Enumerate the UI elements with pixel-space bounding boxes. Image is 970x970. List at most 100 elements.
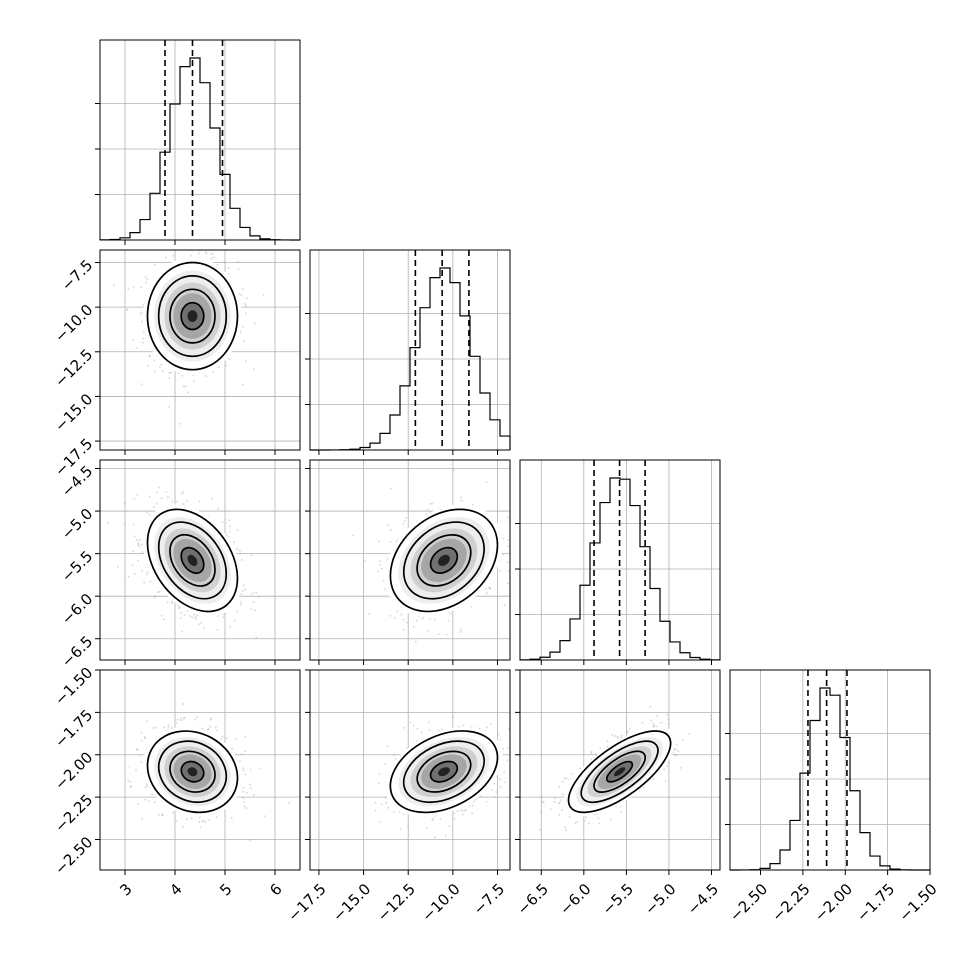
scatter-point bbox=[195, 614, 198, 617]
scatter-point bbox=[199, 826, 202, 829]
scatter-point bbox=[506, 746, 509, 749]
panel-frame bbox=[99, 249, 301, 451]
scatter-point bbox=[215, 816, 218, 819]
scatter-point bbox=[154, 595, 157, 598]
scatter-point bbox=[653, 724, 656, 727]
panel-frame bbox=[309, 459, 511, 661]
scatter-point bbox=[389, 540, 392, 543]
scatter-point bbox=[421, 617, 424, 620]
scatter-point bbox=[204, 821, 207, 823]
scatter-point bbox=[167, 724, 170, 727]
scatter-point bbox=[145, 783, 148, 786]
scatter-point bbox=[502, 537, 505, 540]
scatter-point bbox=[461, 809, 464, 812]
scatter-point bbox=[387, 806, 390, 809]
scatter-point bbox=[426, 827, 429, 829]
contour-line bbox=[402, 521, 485, 600]
panel-frame bbox=[309, 249, 511, 451]
contour-line bbox=[389, 508, 499, 613]
scatter-point bbox=[182, 385, 185, 388]
scatter-point bbox=[242, 786, 245, 789]
scatter-point bbox=[409, 721, 412, 724]
scatter-point bbox=[249, 783, 252, 786]
scatter-point bbox=[236, 610, 239, 613]
scatter-point bbox=[201, 727, 204, 730]
scatter-point bbox=[202, 626, 205, 629]
scatter-point bbox=[380, 803, 383, 806]
scatter-point bbox=[143, 736, 146, 739]
scatter-point bbox=[245, 360, 248, 363]
scatter-point bbox=[475, 798, 478, 801]
scatter-point bbox=[236, 529, 239, 532]
scatter-point bbox=[378, 782, 381, 785]
scatter-point bbox=[140, 383, 143, 386]
scatter-point bbox=[460, 628, 462, 631]
scatter-point bbox=[132, 286, 135, 288]
scatter-point bbox=[229, 625, 231, 628]
scatter-point bbox=[166, 601, 169, 604]
scatter-point bbox=[506, 516, 509, 519]
scatter-point bbox=[390, 528, 393, 531]
histogram-step bbox=[519, 477, 721, 661]
scatter-point bbox=[212, 256, 215, 259]
scatter-point bbox=[235, 738, 238, 741]
scatter-point bbox=[258, 595, 261, 598]
scatter-point bbox=[506, 561, 509, 564]
scatter-point bbox=[154, 370, 157, 373]
scatter-point bbox=[244, 303, 247, 305]
density-level bbox=[187, 767, 198, 777]
scatter-point bbox=[402, 618, 405, 621]
scatter-point bbox=[170, 726, 173, 729]
scatter-point bbox=[238, 549, 241, 552]
scatter-point bbox=[253, 322, 256, 325]
scatter-point bbox=[688, 732, 691, 735]
scatter-point bbox=[493, 782, 496, 785]
scatter-point bbox=[209, 253, 212, 256]
scatter-point bbox=[456, 810, 459, 813]
scatter-point bbox=[211, 252, 214, 255]
scatter-point bbox=[250, 608, 253, 611]
scatter-point bbox=[140, 761, 143, 764]
scatter-point bbox=[471, 812, 474, 815]
scatter-point bbox=[158, 590, 161, 593]
scatter-point bbox=[249, 787, 252, 789]
scatter-point bbox=[242, 767, 245, 770]
scatter-point bbox=[135, 748, 138, 751]
scatter-point bbox=[180, 717, 182, 720]
scatter-point bbox=[262, 293, 265, 296]
scatter-point bbox=[131, 563, 134, 566]
scatter-point bbox=[252, 601, 255, 604]
scatter-point bbox=[453, 817, 456, 820]
scatter-point bbox=[502, 747, 504, 750]
scatter-point bbox=[165, 256, 167, 259]
scatter-point bbox=[230, 816, 233, 819]
scatter-point bbox=[198, 500, 201, 503]
scatter-point bbox=[209, 718, 212, 721]
scatter-point bbox=[198, 623, 201, 626]
scatter-point bbox=[485, 592, 488, 595]
scatter-point bbox=[379, 560, 382, 563]
scatter-point bbox=[479, 795, 482, 798]
scatter-point bbox=[598, 822, 601, 825]
scatter-point bbox=[161, 814, 164, 817]
scatter-point bbox=[224, 364, 227, 367]
scatter-point bbox=[437, 633, 440, 636]
scatter-point bbox=[153, 596, 156, 599]
scatter-point bbox=[162, 618, 165, 621]
scatter-point bbox=[402, 813, 405, 816]
scatter-point bbox=[225, 534, 228, 536]
scatter-point bbox=[137, 543, 140, 546]
scatter-point bbox=[168, 371, 171, 374]
scatter-point bbox=[250, 592, 253, 595]
scatter-point bbox=[159, 365, 161, 368]
scatter-point bbox=[182, 490, 185, 493]
scatter-point bbox=[499, 738, 502, 741]
scatter-point bbox=[242, 790, 245, 793]
scatter-point bbox=[210, 257, 213, 260]
scatter-point bbox=[561, 809, 564, 812]
scatter-point bbox=[182, 503, 185, 505]
scatter-point bbox=[412, 625, 415, 628]
scatter-point bbox=[187, 391, 190, 394]
density-panel-2-1 bbox=[305, 459, 511, 665]
scatter-point bbox=[175, 722, 178, 724]
